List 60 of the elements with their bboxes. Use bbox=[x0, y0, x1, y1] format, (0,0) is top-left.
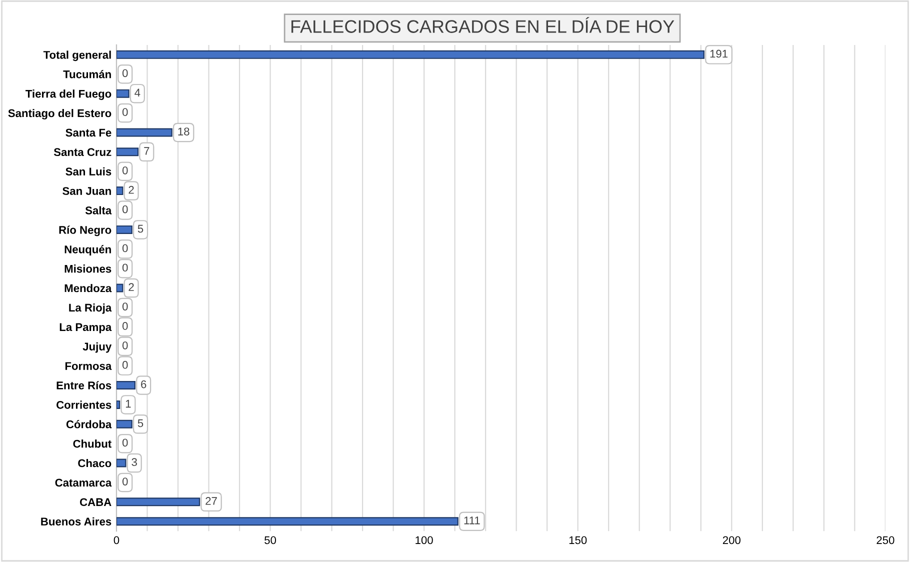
y-tick-label: La Rioja bbox=[69, 303, 112, 314]
data-label: 0 bbox=[122, 244, 128, 252]
y-tick-label: CABA bbox=[80, 498, 112, 506]
y-tick-label: Jujuy bbox=[82, 342, 112, 353]
data-label: 0 bbox=[122, 264, 128, 272]
data-label: 18 bbox=[178, 128, 190, 136]
y-tick-label: Catamarca bbox=[55, 478, 112, 487]
data-label: 0 bbox=[122, 205, 128, 214]
data-label: 0 bbox=[122, 69, 128, 78]
data-label: 1 bbox=[126, 400, 131, 408]
x-tick-label: 0 bbox=[114, 536, 120, 544]
x-tick-label: 150 bbox=[569, 536, 587, 544]
y-tick-label: Río Negro bbox=[59, 226, 112, 236]
y-tick-label: Córdoba bbox=[66, 420, 112, 428]
data-label: 0 bbox=[122, 478, 128, 486]
data-label: 0 bbox=[122, 108, 128, 116]
data-label: 7 bbox=[144, 147, 150, 155]
data-label: 5 bbox=[138, 224, 144, 233]
data-label: 2 bbox=[128, 283, 134, 291]
x-tick-label: 200 bbox=[722, 536, 740, 544]
y-tick-label: Tierra del Fuego bbox=[26, 90, 112, 100]
data-label: 0 bbox=[122, 322, 128, 330]
data-label: 0 bbox=[122, 302, 128, 310]
data-label: 0 bbox=[122, 341, 128, 350]
data-label: 111 bbox=[464, 516, 480, 524]
data-label: 2 bbox=[128, 186, 134, 194]
data-label: 5 bbox=[138, 419, 144, 428]
y-tick-label: Neuquén bbox=[64, 245, 111, 256]
y-tick-label: Corrientes bbox=[56, 400, 112, 409]
y-tick-label: La Pampa bbox=[60, 323, 112, 334]
y-tick-label: San Juan bbox=[62, 187, 111, 195]
x-tick-label: 100 bbox=[416, 536, 433, 544]
bar bbox=[116, 284, 124, 292]
data-label: 27 bbox=[206, 497, 217, 505]
y-tick-label: Mendoza bbox=[64, 284, 112, 292]
y-tick-label: Santiago del Estero bbox=[8, 108, 112, 120]
data-label: 191 bbox=[710, 50, 728, 58]
y-tick-label: Santa Cruz bbox=[54, 148, 112, 156]
y-tick-label: Total general bbox=[43, 50, 111, 62]
y-tick-label: Tucumán bbox=[63, 70, 111, 78]
y-tick-label: Buenos Aires bbox=[41, 517, 112, 526]
data-label: 3 bbox=[132, 458, 137, 466]
y-tick-label: San Luis bbox=[66, 167, 112, 176]
data-label: 0 bbox=[122, 438, 128, 447]
data-label: 0 bbox=[122, 360, 128, 369]
y-tick-label: Santa Fe bbox=[66, 128, 112, 137]
bar bbox=[116, 186, 124, 196]
chart-title: FALLECIDOS CARGADOS EN EL DÍA DE HOY bbox=[291, 17, 674, 33]
data-label: 4 bbox=[134, 88, 140, 96]
y-tick-label: Entre Ríos bbox=[56, 381, 112, 390]
y-tick-label: Formosa bbox=[65, 362, 112, 370]
bar bbox=[116, 400, 120, 409]
data-label: 6 bbox=[141, 380, 146, 388]
y-tick-label: Chubut bbox=[73, 440, 112, 448]
x-tick-label: 50 bbox=[264, 536, 276, 544]
y-tick-label: Salta bbox=[85, 206, 112, 214]
y-tick-label: Misiones bbox=[64, 264, 112, 273]
x-tick-label: 250 bbox=[876, 536, 894, 544]
y-tick-label: Chaco bbox=[78, 459, 112, 468]
data-label: 0 bbox=[122, 166, 128, 174]
